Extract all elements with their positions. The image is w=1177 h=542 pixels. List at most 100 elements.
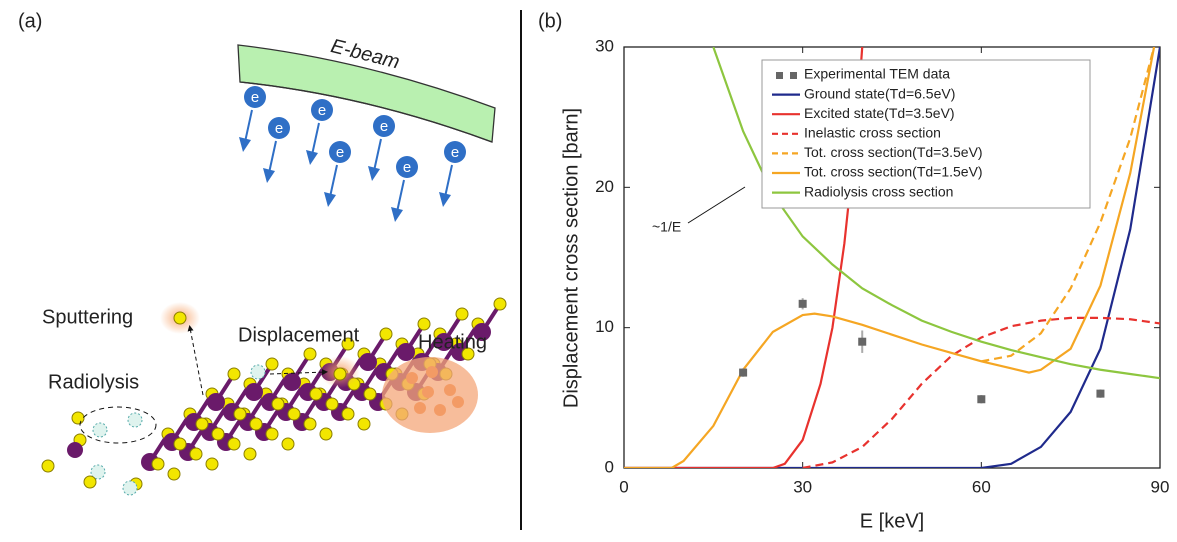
label: Heating (418, 331, 487, 353)
atom (168, 468, 180, 480)
heat-region (382, 357, 478, 433)
atom (228, 368, 240, 380)
atom (397, 343, 415, 361)
atom (320, 428, 332, 440)
atom (494, 298, 506, 310)
atom (304, 348, 316, 360)
arrow (190, 328, 203, 395)
atom (304, 418, 316, 430)
atom (364, 388, 376, 400)
atom (358, 418, 370, 430)
legend-label: Excited state(Td=3.5eV) (804, 105, 955, 121)
atom (250, 418, 262, 430)
atom (234, 408, 246, 420)
vacancy (93, 423, 107, 437)
atom (266, 428, 278, 440)
arrow-head (239, 137, 251, 152)
atom (67, 442, 83, 458)
legend-label: Inelastic cross section (804, 125, 941, 141)
arrow-head (263, 168, 275, 183)
atom (245, 383, 263, 401)
atom (212, 428, 224, 440)
atom (283, 373, 301, 391)
arrow-head (439, 192, 451, 207)
y-tick-label: 0 (605, 457, 614, 476)
atom (418, 318, 430, 330)
atom (42, 460, 54, 472)
atom (196, 418, 208, 430)
y-tick-label: 30 (595, 36, 614, 55)
atom (342, 408, 354, 420)
annotation-line (688, 187, 745, 223)
legend-label: Radiolysis cross section (804, 183, 953, 199)
legend-label: Experimental TEM data (804, 66, 950, 82)
atom (152, 458, 164, 470)
atom (380, 328, 392, 340)
legend-label: Tot. cross section(Td=1.5eV) (804, 164, 983, 180)
data-point (858, 338, 866, 346)
label: Displacement (238, 324, 360, 346)
electron-arrow (445, 165, 452, 197)
atom (174, 312, 186, 324)
legend-marker (776, 72, 783, 79)
label: Sputtering (42, 306, 133, 328)
arrow-head (306, 150, 318, 165)
y-axis-label: Displacement cross section [barn] (560, 108, 582, 408)
atom (272, 398, 284, 410)
legend-label: Ground state(Td=6.5eV) (804, 85, 955, 101)
dashed-ellipse (80, 407, 156, 443)
x-tick-label: 30 (793, 477, 812, 496)
electron-arrow (245, 110, 252, 142)
arrow-head (391, 207, 403, 222)
atom (190, 448, 202, 460)
y-tick-label: 10 (595, 317, 614, 336)
arrow-head (368, 166, 380, 181)
data-point (977, 395, 985, 403)
y-tick-label: 20 (595, 177, 614, 196)
legend-label: Tot. cross section(Td=3.5eV) (804, 144, 983, 160)
electron-arrow (397, 180, 404, 212)
arrow-head (324, 192, 336, 207)
electron-label: e (318, 102, 326, 119)
panel-label: (a) (18, 10, 42, 32)
atom (456, 308, 468, 320)
electron-label: e (251, 89, 259, 106)
electron-label: e (451, 144, 459, 161)
electron-label: e (380, 118, 388, 135)
atom (326, 398, 338, 410)
electron-arrow (312, 123, 319, 155)
electron-label: e (336, 144, 344, 161)
x-tick-label: 90 (1151, 477, 1170, 496)
atom (72, 412, 84, 424)
x-axis-label: E [keV] (860, 510, 924, 532)
label: Radiolysis (48, 371, 139, 393)
series-line (803, 318, 1160, 468)
legend-marker (790, 72, 797, 79)
atom (334, 368, 346, 380)
atom (207, 393, 225, 411)
vacancy (251, 365, 265, 379)
electron-arrow (269, 141, 276, 173)
atom (359, 353, 377, 371)
electron-arrow (374, 139, 381, 171)
data-point (1096, 390, 1104, 398)
annotation: ~1/E (652, 219, 681, 235)
x-tick-label: 0 (619, 477, 628, 496)
atom (206, 458, 218, 470)
electron-label: e (403, 159, 411, 176)
atom (84, 476, 96, 488)
panel-label: (b) (538, 10, 562, 32)
atom (228, 438, 240, 450)
atom (310, 388, 322, 400)
atom (282, 438, 294, 450)
atom (174, 438, 186, 450)
vacancy (123, 481, 137, 495)
x-tick-label: 60 (972, 477, 991, 496)
data-point (799, 300, 807, 308)
electron-label: e (275, 120, 283, 137)
atom (266, 358, 278, 370)
electron-arrow (330, 165, 337, 197)
figure: (a) E-beam eeeeeee Sputtering Displaceme… (0, 0, 1177, 542)
atom (244, 448, 256, 460)
